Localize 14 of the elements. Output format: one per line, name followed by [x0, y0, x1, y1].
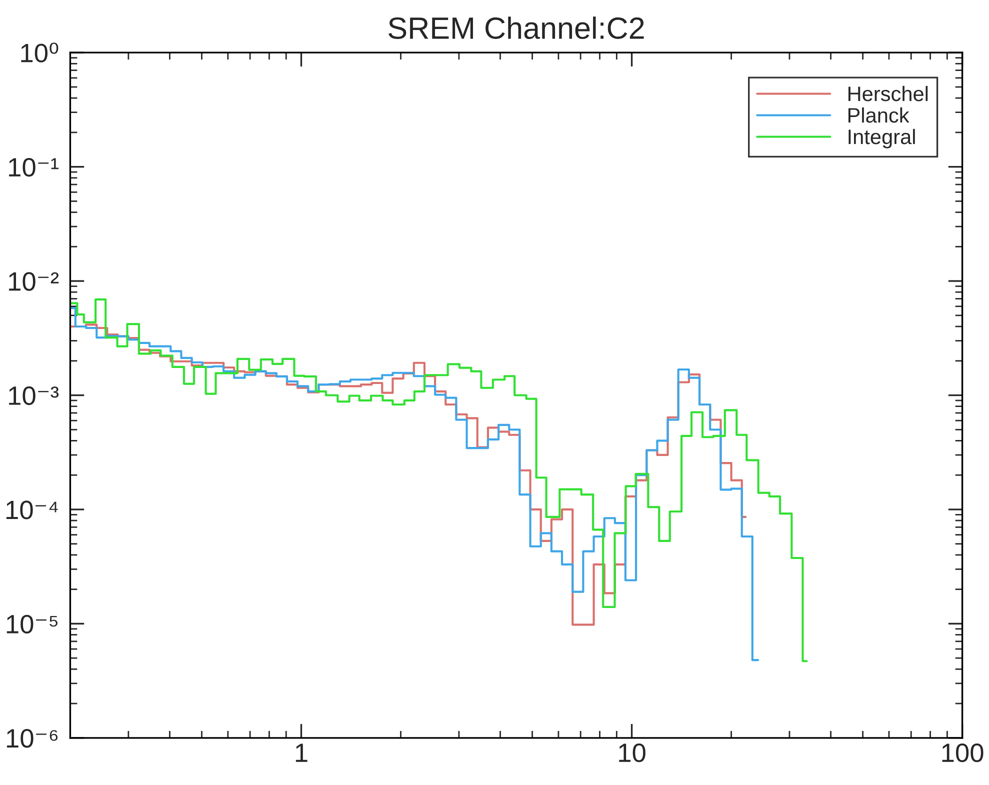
x-tick-label: 10	[619, 743, 646, 762]
legend-label: Integral	[848, 128, 915, 148]
y-tick-label: 10⁻¹	[9, 158, 59, 177]
x-tick-label: 100	[942, 743, 984, 762]
y-tick-label: 10⁻³	[9, 386, 59, 406]
y-tick-label: 10⁻⁵	[6, 614, 58, 634]
y-tick-label: 10⁰	[21, 42, 58, 62]
legend-label: Herschel	[848, 86, 928, 102]
x-tick-label: 1	[296, 744, 308, 762]
chart-title: SREM Channel:C2	[388, 16, 644, 40]
y-tick-label: 10⁻⁴	[6, 500, 58, 520]
y-tick-label: 10⁻²	[9, 272, 59, 291]
y-tick-label: 10⁻⁶	[6, 729, 58, 748]
legend-label: Planck	[848, 107, 910, 123]
